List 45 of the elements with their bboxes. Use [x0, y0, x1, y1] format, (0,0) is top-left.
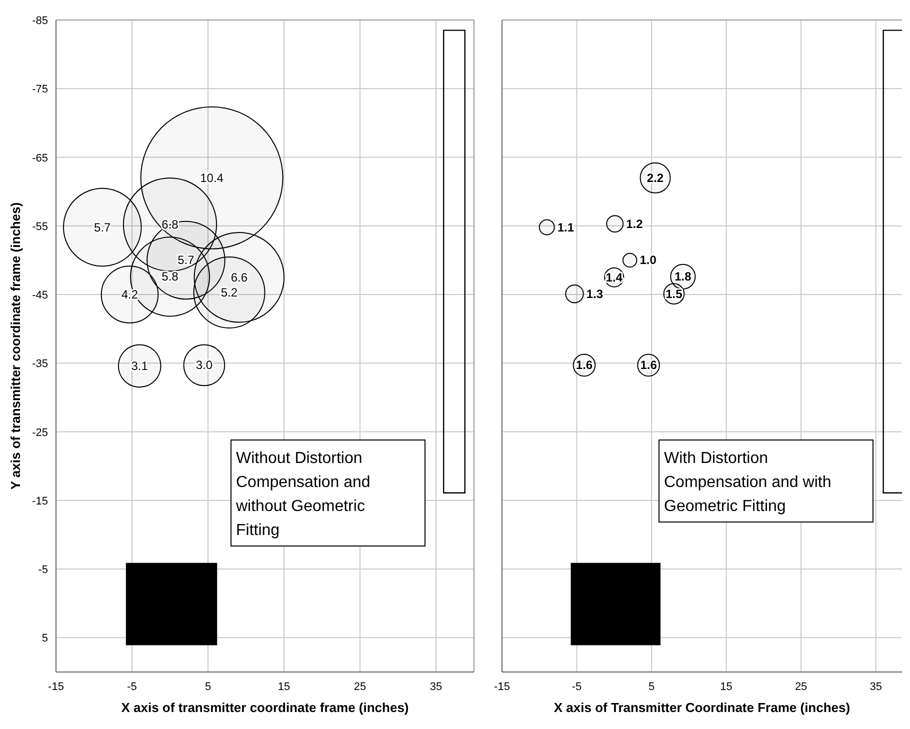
x-tick-label: 15	[720, 681, 732, 693]
annotation: 5.8	[162, 270, 179, 284]
x-tick-label: 35	[870, 681, 882, 693]
annotation: 5.2	[220, 285, 238, 300]
y-tick-label: -25	[32, 426, 48, 439]
annotation: 1.8	[674, 270, 692, 284]
annotation: 1.3	[586, 286, 604, 301]
x-tick-label: -15	[48, 681, 64, 693]
y-tick-label: -75	[32, 84, 48, 96]
annotation: 2.2	[646, 170, 664, 185]
y-tick-label: -65	[32, 152, 48, 164]
x-axis-title: X axis of Transmitter Coordinate Frame (inches)	[554, 700, 850, 715]
annotation: 1.4	[606, 270, 623, 284]
x-tick-label: 25	[354, 681, 366, 693]
y-tick-label: -45	[32, 290, 48, 302]
annotation: 5.7	[94, 220, 112, 234]
annotation: 3.0	[196, 358, 213, 372]
annotation: 3.1	[131, 358, 148, 373]
annotation: With Distortion Compensation and with Geometric Fitting	[664, 450, 832, 515]
y-axis-title: Y axis of transmitter coordinate frame (inches)	[8, 202, 23, 490]
annotation: 6.6	[230, 270, 248, 284]
annotation: 1.1	[557, 220, 574, 234]
x-tick-label: -5	[127, 681, 137, 693]
x-tick-label: 5	[204, 681, 212, 693]
x-tick-label: 5	[648, 681, 655, 693]
annotation: 1.0	[640, 253, 657, 268]
x-tick-label: 25	[794, 681, 808, 693]
y-tick-label: -15	[32, 495, 48, 508]
y-tick-label: -35	[32, 358, 48, 370]
annotation: 1.6	[576, 358, 593, 372]
x-tick-label: -15	[494, 681, 510, 693]
y-tick-label: -5	[38, 564, 48, 576]
annotation: Without Distortion Compensation and without Geometric Fitting	[235, 450, 370, 539]
x-tick-label: 15	[278, 681, 290, 693]
x-tick-label: -5	[572, 681, 582, 693]
annotation: 1.6	[640, 358, 658, 372]
annotation: 1.5	[666, 286, 683, 301]
annotation: 1.2	[626, 216, 644, 231]
y-tick-label: -55	[32, 220, 48, 233]
x-axis-title: X axis of transmitter coordinate frame (inches)	[121, 700, 409, 715]
y-tick-label: 5	[42, 632, 48, 645]
annotation: 5.7	[178, 253, 195, 268]
y-tick-label: -85	[32, 15, 48, 27]
x-tick-label: 35	[430, 681, 442, 693]
annotation: 10.4	[200, 170, 224, 185]
